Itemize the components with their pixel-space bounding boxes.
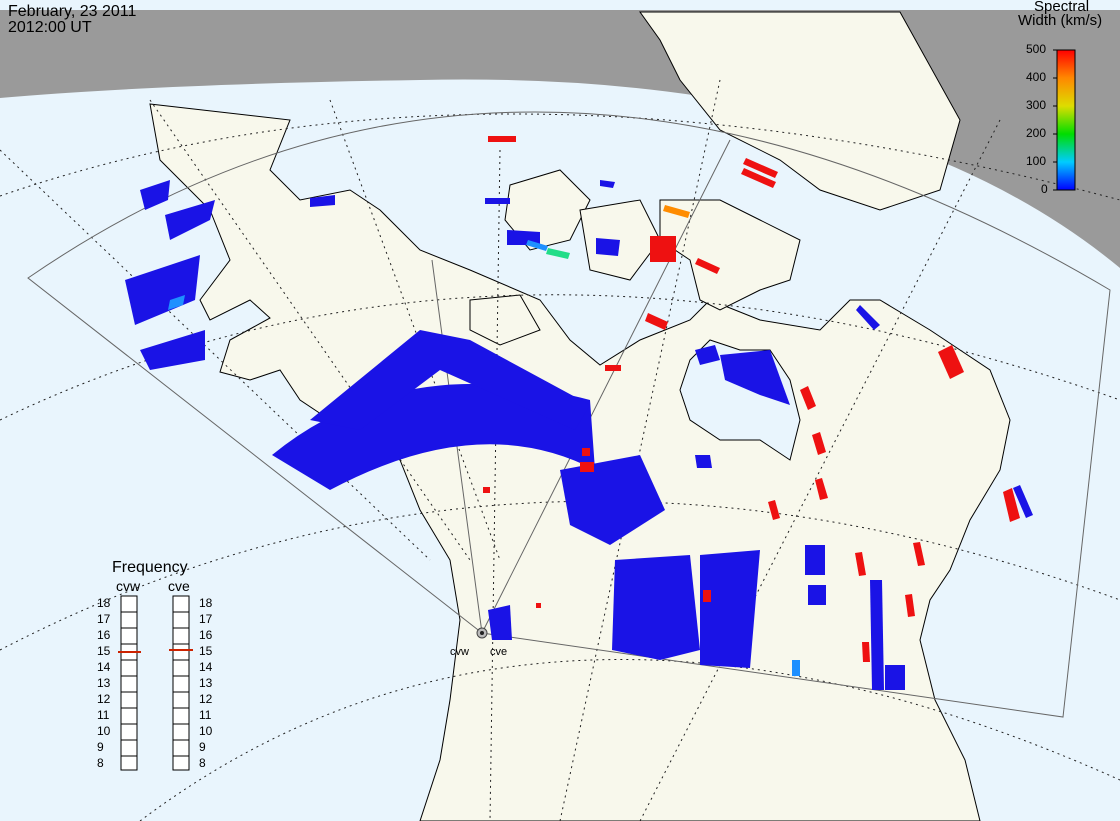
cve-frequency-scale-label: 14 <box>199 660 213 674</box>
colorbar-tick-label: 400 <box>1026 70 1047 84</box>
date-label: February, 23 2011 <box>8 3 137 20</box>
backscatter-high <box>168 136 1020 676</box>
colorbar <box>1056 49 1076 191</box>
cve-frequency-scale-label: 18 <box>199 596 213 610</box>
cvw-frequency-scale-label: 17 <box>97 612 111 626</box>
cvw-frequency-scale-label: 15 <box>97 644 111 658</box>
cve-frequency-scale-label: 13 <box>199 676 213 690</box>
cvw-frequency-scale-label: 8 <box>97 756 104 770</box>
cve-frequency-scale-label: 16 <box>199 628 213 642</box>
colorbar-tick-label: 500 <box>1026 42 1047 56</box>
radar-label-cve: cve <box>490 646 508 658</box>
victoria-island <box>469 294 541 346</box>
cve-frequency-scale-label: 17 <box>199 612 213 626</box>
frequency-title: Frequency <box>112 559 188 576</box>
cve-frequency-scale-label: 12 <box>199 692 213 706</box>
cve-frequency-scale-label: 10 <box>199 724 213 738</box>
cvw-frequency-scale-label: 14 <box>97 660 111 674</box>
colorbar-tick-label: 100 <box>1026 154 1047 168</box>
greenland <box>639 11 961 211</box>
cve-frequency-scale-label: 9 <box>199 740 206 754</box>
cvw-frequency-scale-label: 10 <box>97 724 111 738</box>
backscatter-low <box>125 180 1033 690</box>
cve-frequency-scale-label: 15 <box>199 644 213 658</box>
cvw-frequency-scale-label: 13 <box>97 676 111 690</box>
baffin-island <box>659 199 801 311</box>
colorbar-tick-label: 0 <box>1041 182 1048 196</box>
cvw-frequency-scale-label: 9 <box>97 740 104 754</box>
cvw-frequency-scale-label: 12 <box>97 692 111 706</box>
cvw-frequency-scale-label: 11 <box>97 708 110 722</box>
colorbar-tick-label: 200 <box>1026 126 1047 140</box>
cvw-frequency-scale-label: 18 <box>97 596 111 610</box>
cvw-frequency-label: cvw <box>116 578 141 594</box>
time-label: 2012:00 UT <box>8 19 92 36</box>
colorbar-title-line1: Spectral <box>1034 0 1090 15</box>
frequency-scales <box>120 595 190 771</box>
cve-frequency-scale <box>172 595 190 771</box>
radar-label-cvw: cvw <box>450 646 469 658</box>
colorbar-title-line2: Width (km/s) <box>1018 12 1103 29</box>
cve-frequency-scale-label: 11 <box>199 708 212 722</box>
cvw-frequency-scale-label: 16 <box>97 628 111 642</box>
colorbar-tick-label: 300 <box>1026 98 1047 112</box>
arctic-island-1 <box>504 169 591 251</box>
cvw-frequency-scale <box>120 595 138 771</box>
cve-frequency-scale-label: 8 <box>199 756 206 770</box>
cve-frequency-label: cve <box>168 578 190 594</box>
radar-site-marker <box>476 627 488 639</box>
colorbar-tickmarks <box>1053 49 1057 191</box>
